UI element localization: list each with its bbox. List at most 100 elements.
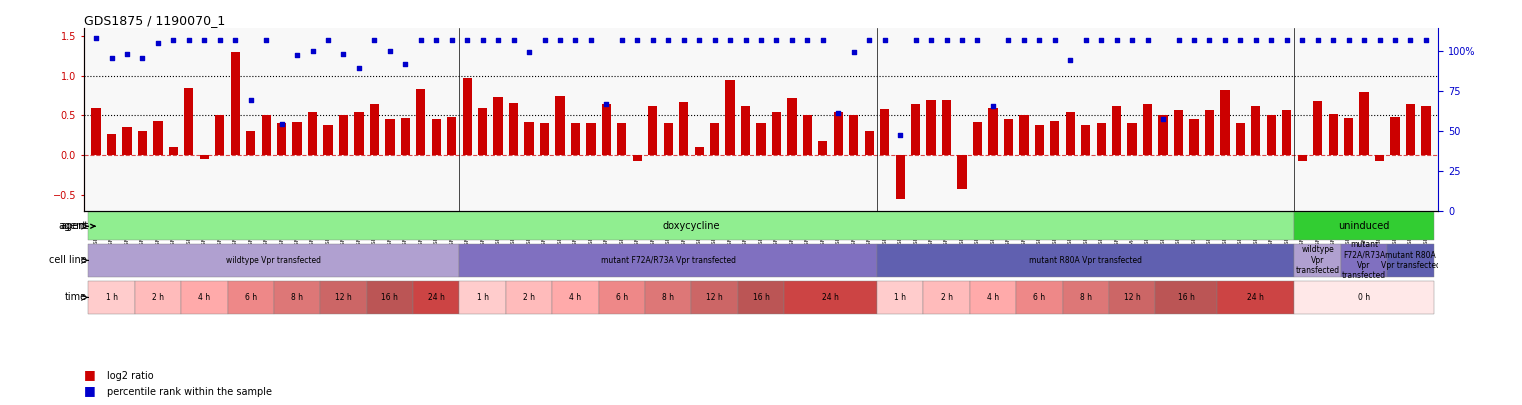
Point bbox=[842, 49, 866, 55]
Point bbox=[207, 37, 231, 43]
Bar bbox=[601, 104, 610, 155]
Bar bbox=[880, 109, 889, 155]
Bar bbox=[460, 281, 505, 314]
Bar bbox=[1341, 244, 1387, 277]
Bar bbox=[135, 281, 181, 314]
Point bbox=[1058, 57, 1082, 63]
Bar bbox=[505, 281, 552, 314]
Point bbox=[347, 65, 371, 71]
Bar bbox=[1359, 92, 1368, 155]
Point bbox=[1166, 37, 1190, 43]
Bar bbox=[540, 124, 549, 155]
Bar bbox=[1113, 106, 1122, 155]
Bar bbox=[970, 281, 1017, 314]
Bar bbox=[447, 117, 457, 155]
Text: 16 h: 16 h bbox=[382, 293, 399, 302]
Point bbox=[455, 37, 479, 43]
Bar bbox=[1218, 281, 1295, 314]
Bar bbox=[463, 78, 472, 155]
Bar bbox=[645, 281, 691, 314]
Bar bbox=[691, 281, 738, 314]
Bar bbox=[877, 244, 1295, 277]
Bar bbox=[1295, 281, 1434, 314]
Text: 12 h: 12 h bbox=[706, 293, 723, 302]
Bar bbox=[819, 141, 828, 155]
Point bbox=[332, 51, 356, 57]
Point bbox=[377, 47, 402, 54]
Text: GDS1875 / 1190070_1: GDS1875 / 1190070_1 bbox=[84, 14, 225, 27]
Text: 24 h: 24 h bbox=[822, 293, 839, 302]
Point bbox=[1135, 37, 1160, 43]
Text: 8 h: 8 h bbox=[291, 293, 303, 302]
Bar bbox=[525, 122, 534, 155]
Point bbox=[935, 37, 959, 43]
Text: ■: ■ bbox=[84, 384, 96, 397]
Point bbox=[919, 37, 944, 43]
Text: 1 h: 1 h bbox=[893, 293, 906, 302]
Bar bbox=[664, 124, 673, 155]
Text: 2 h: 2 h bbox=[941, 293, 953, 302]
Bar bbox=[323, 125, 333, 155]
Bar bbox=[400, 118, 409, 155]
Point bbox=[224, 37, 248, 43]
Bar bbox=[307, 111, 317, 155]
Bar bbox=[1173, 110, 1183, 155]
Point bbox=[749, 37, 773, 43]
Bar bbox=[416, 90, 426, 155]
Point bbox=[997, 37, 1021, 43]
Point bbox=[1012, 37, 1036, 43]
Point bbox=[563, 37, 587, 43]
Bar bbox=[412, 281, 460, 314]
Bar bbox=[1062, 281, 1110, 314]
Bar bbox=[385, 119, 394, 155]
Bar bbox=[598, 281, 645, 314]
Bar bbox=[1236, 124, 1245, 155]
Text: agent: agent bbox=[58, 221, 87, 231]
Text: 8 h: 8 h bbox=[662, 293, 674, 302]
Point bbox=[965, 37, 989, 43]
Text: 24 h: 24 h bbox=[428, 293, 444, 302]
Bar bbox=[88, 281, 135, 314]
Point bbox=[177, 37, 201, 43]
Text: 12 h: 12 h bbox=[1123, 293, 1140, 302]
Bar bbox=[726, 80, 735, 155]
Bar bbox=[1096, 124, 1106, 155]
Bar bbox=[139, 131, 148, 155]
Bar bbox=[1295, 212, 1434, 240]
Bar bbox=[1298, 155, 1307, 161]
Point bbox=[1321, 37, 1345, 43]
Point bbox=[317, 37, 341, 43]
Bar bbox=[339, 115, 349, 155]
Point bbox=[84, 34, 108, 41]
Point bbox=[548, 37, 572, 43]
Text: 4 h: 4 h bbox=[198, 293, 210, 302]
Text: wildtype
Vpr
transfected: wildtype Vpr transfected bbox=[1295, 245, 1339, 275]
Bar bbox=[586, 124, 595, 155]
Bar bbox=[679, 102, 688, 155]
Point bbox=[393, 61, 417, 67]
Bar bbox=[1282, 110, 1291, 155]
Text: 24 h: 24 h bbox=[1248, 293, 1265, 302]
Point bbox=[1228, 37, 1253, 43]
Bar bbox=[942, 100, 951, 155]
Text: 2 h: 2 h bbox=[152, 293, 164, 302]
Point bbox=[362, 37, 387, 43]
Bar bbox=[1313, 101, 1323, 155]
Bar bbox=[1344, 118, 1353, 155]
Text: mutant F72A/R73A Vpr transfected: mutant F72A/R73A Vpr transfected bbox=[601, 256, 735, 265]
Bar bbox=[1065, 111, 1075, 155]
Bar bbox=[1017, 281, 1062, 314]
Bar bbox=[199, 155, 209, 159]
Bar bbox=[1050, 121, 1059, 155]
Point bbox=[1073, 37, 1097, 43]
Bar bbox=[320, 281, 367, 314]
Bar bbox=[802, 115, 813, 155]
Text: mutant
F72A/R73A
Vpr
transfected: mutant F72A/R73A Vpr transfected bbox=[1342, 240, 1387, 281]
Text: time: time bbox=[64, 292, 87, 303]
Text: 4 h: 4 h bbox=[986, 293, 998, 302]
Point bbox=[1181, 37, 1205, 43]
Point bbox=[1259, 37, 1283, 43]
Point bbox=[1336, 37, 1361, 43]
Bar bbox=[973, 122, 982, 155]
Bar bbox=[648, 106, 658, 155]
